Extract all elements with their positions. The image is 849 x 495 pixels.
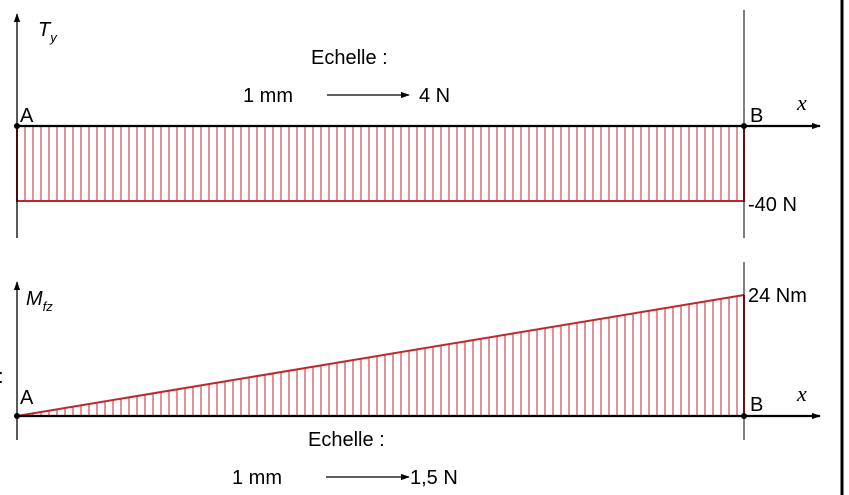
moment-axis-label: Mfz <box>26 288 53 314</box>
moment-scale-right: 1,5 N <box>410 467 458 489</box>
shear-point-a-dot <box>14 123 20 129</box>
shear-scale-title: Echelle : <box>311 47 388 69</box>
stray-colon: : <box>0 366 4 388</box>
shear-x-label: x <box>796 90 807 115</box>
shear-value-label: -40 N <box>748 194 797 216</box>
shear-point-b-label: B <box>750 105 763 127</box>
shear-scale-right: 4 N <box>419 85 450 107</box>
moment-x-label: x <box>796 381 807 406</box>
moment-scale-title: Echelle : <box>308 429 385 451</box>
moment-point-b-label: B <box>750 394 763 416</box>
shear-diagram: Ty A B x -40 N Echelle : 1 mm 4 N <box>13 10 821 238</box>
moment-slope-line <box>16 294 745 417</box>
moment-point-a-label: A <box>20 387 34 409</box>
shear-point-b-dot <box>741 123 747 129</box>
shear-scale-left: 1 mm <box>243 85 293 107</box>
moment-point-b-dot <box>741 413 747 419</box>
moment-scale-left: 1 mm <box>232 467 282 489</box>
shear-area-outline <box>16 125 745 202</box>
moment-value-label: 24 Nm <box>748 285 807 307</box>
shear-point-a-label: A <box>20 105 34 127</box>
moment-diagram: Mfz A B x 24 Nm Echelle : 1 mm 1,5 N <box>13 262 821 489</box>
shear-axis-label: Ty <box>38 19 58 45</box>
shear-hatch <box>24 126 738 201</box>
moment-hatch <box>24 296 738 416</box>
moment-point-a-dot <box>14 413 20 419</box>
